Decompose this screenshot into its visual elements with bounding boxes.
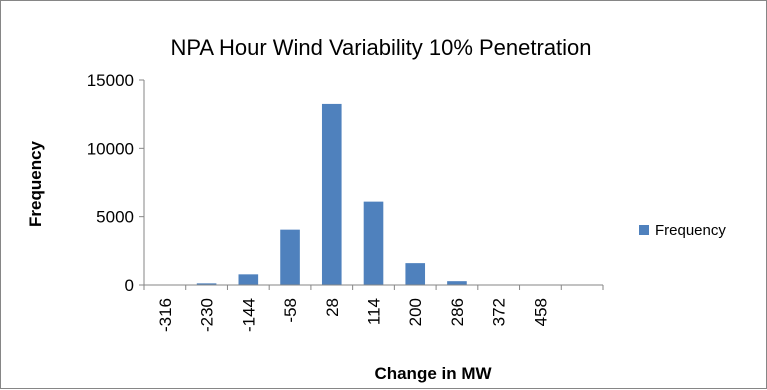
x-tick-label: -230: [198, 298, 217, 332]
legend: Frequency: [639, 222, 726, 239]
plot-area: 0 5000 10000 15000 -316 -230 -144 -58 28 114 200 28…: [87, 71, 603, 332]
x-tick-label: 200: [406, 298, 425, 326]
y-tick-label: 10000: [87, 139, 134, 158]
y-tick-label: 15000: [87, 71, 134, 90]
legend-label: Frequency: [655, 222, 726, 239]
y-tick-label: 0: [125, 276, 134, 295]
bar: [447, 281, 467, 285]
bar: [280, 230, 300, 285]
legend-swatch: [639, 225, 649, 235]
y-axis-label: Frequency: [26, 140, 45, 227]
x-axis-label: Change in MW: [374, 364, 492, 383]
x-tick-label: 28: [323, 298, 342, 317]
x-tick-label: -144: [239, 298, 258, 332]
bar: [322, 104, 342, 285]
y-tick-label: 5000: [96, 208, 134, 227]
bar: [405, 263, 425, 285]
x-tick-label: 114: [365, 298, 384, 325]
x-tick-label: 458: [531, 298, 550, 326]
x-tick-label: -316: [156, 298, 175, 332]
bar: [364, 202, 384, 285]
bar: [239, 274, 259, 285]
x-tick-label: 372: [490, 298, 509, 326]
x-tick-label: -58: [281, 298, 300, 323]
chart-title: NPA Hour Wind Variability 10% Penetratio…: [170, 35, 591, 60]
x-tick-label: 286: [448, 298, 467, 326]
